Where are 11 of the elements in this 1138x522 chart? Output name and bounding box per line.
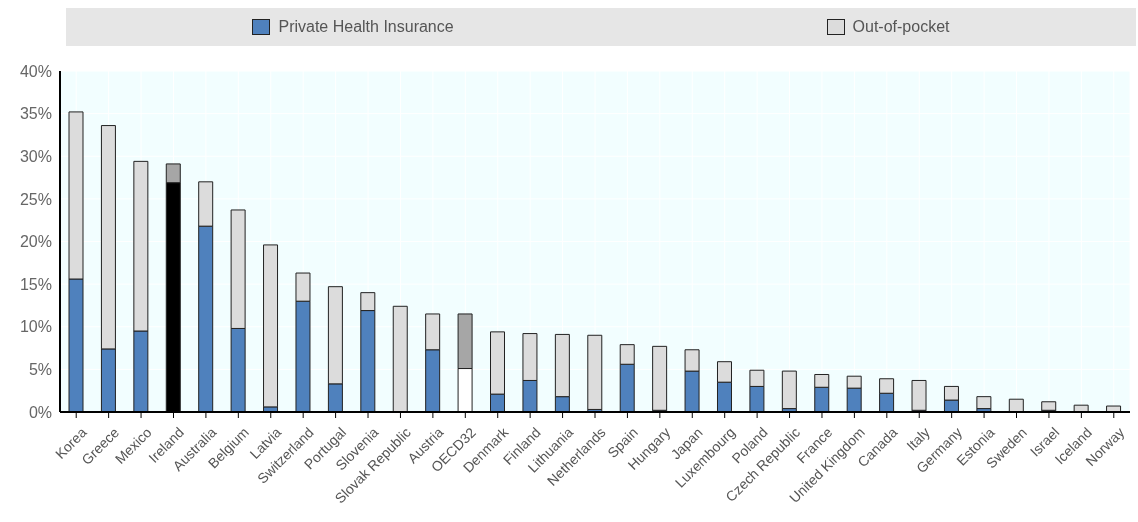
legend-label: Private Health Insurance <box>278 18 454 36</box>
legend-label: Out-of-pocket <box>852 18 950 36</box>
y-tick-label: 15% <box>19 275 52 293</box>
y-tick-label: 0% <box>28 403 52 421</box>
y-tick-label: 20% <box>19 233 52 251</box>
y-tick-label: 5% <box>28 361 52 379</box>
y-tick-label: 40% <box>19 62 52 80</box>
y-tick-label: 10% <box>19 318 52 336</box>
y-tick-label: 30% <box>19 147 52 165</box>
y-tick-label: 25% <box>19 190 52 208</box>
y-tick-label: 35% <box>19 105 52 123</box>
